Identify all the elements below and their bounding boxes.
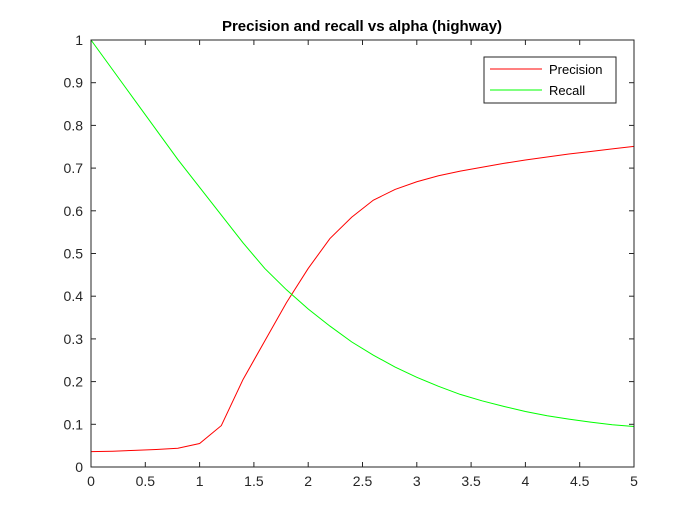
x-tick-label: 0.5 [136,473,156,489]
plot-area [91,40,634,467]
x-tick-label: 4 [522,473,530,489]
y-tick-label: 0.9 [64,75,84,91]
x-tick-label: 2 [304,473,312,489]
series-layer [90,39,635,453]
y-tick-label: 0.6 [64,203,84,219]
y-tick-label: 0.4 [64,288,84,304]
y-tick-label: 0.7 [64,160,84,176]
x-tick-label: 4.5 [570,473,590,489]
y-tick-label: 0.2 [64,374,84,390]
y-tick-label: 0.3 [64,331,84,347]
x-tick-label: 0 [87,473,95,489]
y-tick-label: 0 [75,459,83,475]
series-line-precision [90,145,635,453]
y-tick-label: 1 [75,32,83,48]
x-tick-label: 2.5 [353,473,373,489]
x-tick-label: 3 [413,473,421,489]
y-tick-label: 0.5 [64,246,84,262]
legend: Precision Recall [483,56,617,104]
legend-box [483,56,617,104]
x-tick-label: 3.5 [461,473,481,489]
series-line-recall [90,39,635,427]
chart-title: Precision and recall vs alpha (highway) [222,18,502,35]
axes: 0 0.5 1 1.5 2 2.5 3 3.5 4 4.5 5 0 0.1 0.2 0.3 0.4 0.5 0.6… [64,32,639,489]
x-tick-label: 5 [630,473,638,489]
x-tick-label: 1 [196,473,204,489]
y-tick-label: 0.8 [64,117,84,133]
legend-label-precision: Precision [549,62,602,77]
legend-label-recall: Recall [549,83,585,98]
y-tick-label: 0.1 [64,416,84,432]
x-tick-label: 1.5 [244,473,264,489]
